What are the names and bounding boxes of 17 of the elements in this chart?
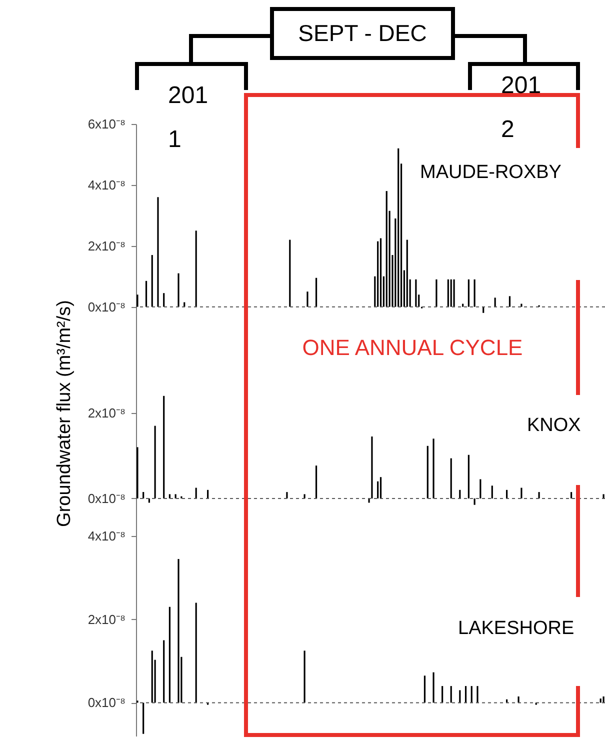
y-tick-label: 0x10⁻⁸ xyxy=(88,490,126,506)
annotation: 2012 xyxy=(501,71,542,145)
annotation: 2011 xyxy=(168,81,210,155)
y-axis-title: Groundwater flux (m³/m²/s) xyxy=(54,300,75,527)
y-tick-label: 6x10⁻⁸ xyxy=(88,116,126,132)
text: SEPT - DEC xyxy=(297,19,428,48)
series-label: MAUDE-ROXBY xyxy=(420,162,562,183)
y-tick-label: 2x10⁻⁸ xyxy=(88,238,126,254)
y-tick-label: 0x10⁻⁸ xyxy=(88,299,126,314)
text: KNOX xyxy=(527,415,582,436)
annotation: ONE ANNUAL CYCLE xyxy=(301,334,524,362)
text: LAKESHORE xyxy=(458,618,574,639)
y-tick-label: 2x10⁻⁸ xyxy=(88,612,126,627)
y-tick-label: 2x10⁻⁸ xyxy=(88,406,126,420)
y-tick-label: 4x10⁻⁸ xyxy=(88,528,126,544)
y-tick-label: 0x10⁻⁸ xyxy=(88,695,126,710)
y-tick-label: 4x10⁻⁸ xyxy=(88,177,126,192)
